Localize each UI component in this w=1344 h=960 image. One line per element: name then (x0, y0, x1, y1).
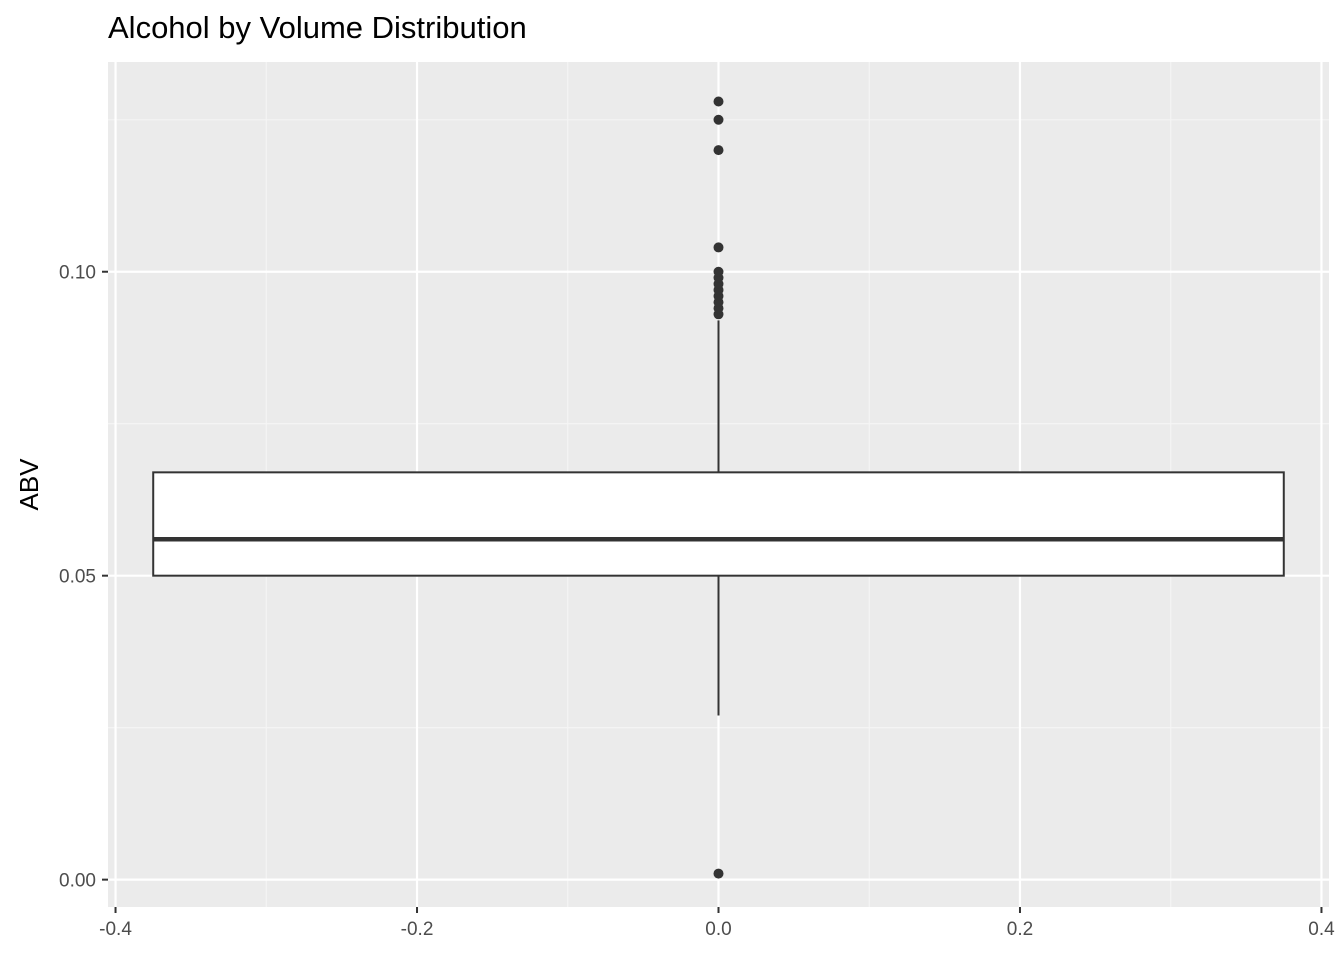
outlier-point (713, 114, 724, 125)
outlier-point (713, 266, 724, 277)
outlier-point (713, 145, 724, 156)
outlier-point (713, 868, 724, 879)
y-axis-title: ABV (14, 458, 44, 511)
y-tick-label: 0.00 (59, 871, 96, 892)
outlier-point (713, 96, 724, 107)
x-tick-label: 0.4 (1308, 919, 1335, 940)
x-tick-label: 0.2 (1007, 919, 1033, 940)
box-iqr (152, 471, 1285, 577)
box (152, 471, 1285, 577)
y-tick-label: 0.10 (59, 263, 96, 284)
y-tick-label: 0.05 (59, 567, 96, 588)
x-tick-label: -0.4 (99, 919, 132, 940)
x-tick-label: 0.0 (705, 919, 731, 940)
y-axis: 0.00 0.05 0.10 (59, 263, 108, 892)
chart-title: Alcohol by Volume Distribution (108, 10, 527, 45)
outliers (713, 96, 724, 879)
x-tick-label: -0.2 (401, 919, 434, 940)
outlier-point (713, 242, 724, 253)
x-axis: -0.4 -0.2 0.0 0.2 0.4 (99, 907, 1335, 940)
